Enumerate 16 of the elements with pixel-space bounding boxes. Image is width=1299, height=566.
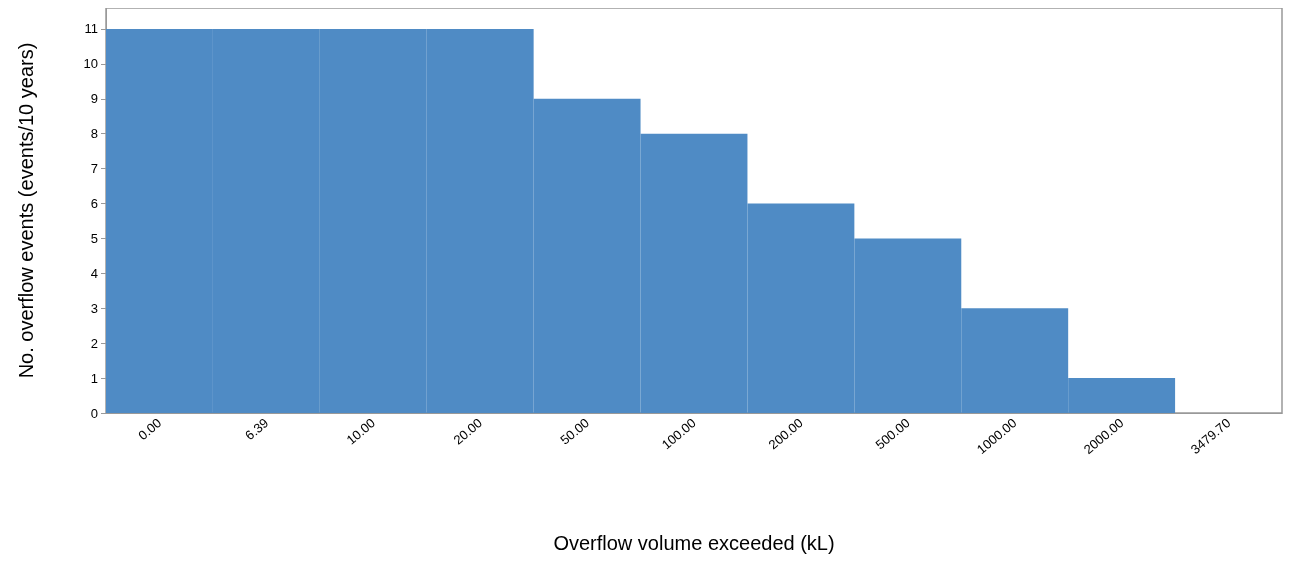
y-tick-label: 10 xyxy=(83,56,98,72)
x-tick-label: 6.39 xyxy=(242,415,272,444)
y-tick-label: 3 xyxy=(90,300,98,316)
y-tick-label: 8 xyxy=(90,126,98,142)
y-tick-label: 1 xyxy=(90,370,98,386)
y-tick-label: 9 xyxy=(90,91,98,107)
y-tick-label: 5 xyxy=(90,230,98,246)
y-tick-label: 2 xyxy=(90,335,98,351)
y-tick-label: 11 xyxy=(84,21,98,37)
y-axis-title: No. overflow events (events/10 years) xyxy=(15,42,37,379)
x-axis-title: Overflow volume exceeded (kL) xyxy=(553,532,835,554)
y-tick-label: 7 xyxy=(90,161,98,177)
y-tick-label: 4 xyxy=(90,265,98,281)
y-tick-label: 6 xyxy=(90,196,98,212)
x-tick-label: 0.00 xyxy=(135,415,165,444)
y-tick-label: 0 xyxy=(90,405,98,421)
